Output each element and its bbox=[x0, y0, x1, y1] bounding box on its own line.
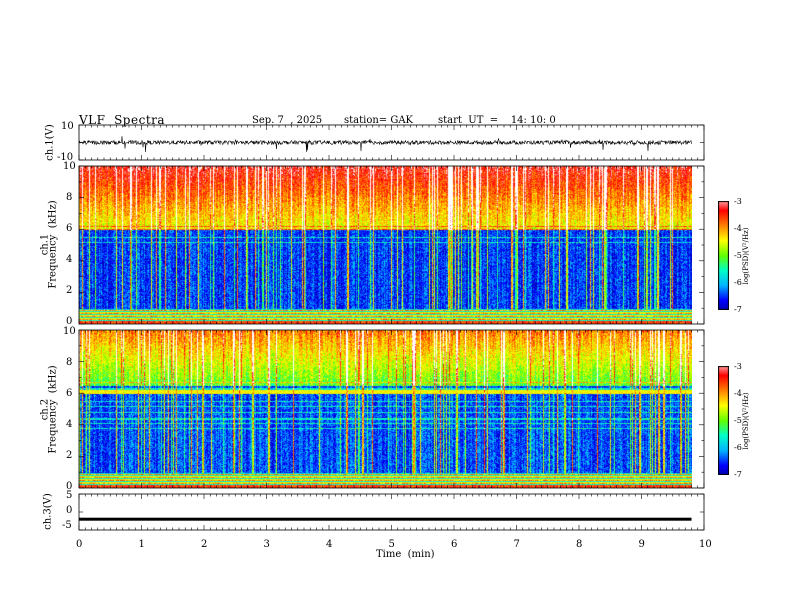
spec2-ytick-label: 6 bbox=[66, 388, 73, 399]
spec1-ytick-label: 8 bbox=[66, 192, 73, 203]
ch1-waveform-trace bbox=[78, 136, 692, 153]
ch3-waveform-trace bbox=[79, 517, 692, 521]
ch2-colorbar bbox=[718, 366, 729, 475]
xtick-label: 4 bbox=[326, 539, 333, 550]
xtick-label: 7 bbox=[513, 539, 520, 550]
axis-ticks bbox=[78, 124, 705, 531]
ch3-ytick-label: 5 bbox=[66, 490, 73, 501]
spec2-ytick-label: 0 bbox=[66, 481, 73, 492]
xtick-label: 8 bbox=[576, 539, 583, 550]
panel-frame bbox=[78, 493, 705, 531]
xtick-label: 9 bbox=[638, 539, 645, 550]
station-label: station= GAK bbox=[344, 115, 414, 126]
xtick-label: 5 bbox=[388, 539, 395, 550]
ch2-spectrogram-image bbox=[79, 330, 692, 488]
panel-frames bbox=[78, 124, 705, 531]
xtick-label: 10 bbox=[699, 539, 712, 550]
cbar2-tick-label: -5 bbox=[734, 416, 742, 425]
xaxis-label: Time (min) bbox=[376, 549, 435, 560]
panel-frame bbox=[78, 329, 705, 489]
spec1-ytick-label: 6 bbox=[66, 223, 73, 234]
spec1-ytick-label: 2 bbox=[66, 285, 73, 296]
cbar2-tick-label: -3 bbox=[734, 362, 742, 371]
spec1-ytick-label: 10 bbox=[63, 161, 76, 172]
cbar2-tick-label: -4 bbox=[734, 389, 742, 398]
xtick-label: 6 bbox=[451, 539, 458, 550]
panel-frame bbox=[78, 165, 705, 325]
xtick-label: 0 bbox=[76, 539, 83, 550]
cbar1-tick-label: -6 bbox=[734, 278, 742, 287]
chart-title: VLF Spectra bbox=[79, 113, 166, 127]
cbar2-tick-label: -6 bbox=[734, 443, 742, 452]
ch3-ytick-label: 0 bbox=[66, 505, 73, 516]
cbar1-tick-label: -3 bbox=[734, 197, 742, 206]
ch1-colorbar bbox=[718, 201, 729, 310]
ch3-waveform-ylabel: ch.3(V) bbox=[42, 493, 54, 530]
ch3-ytick-label: -5 bbox=[62, 520, 72, 531]
cbar1-tick-label: -5 bbox=[734, 251, 742, 260]
spec1-ytick-label: 4 bbox=[66, 254, 73, 265]
ch1-ytick-label: 10 bbox=[61, 121, 74, 132]
ch1-ytick-label: -10 bbox=[57, 152, 74, 163]
cbar2-tick-label: -7 bbox=[734, 470, 742, 479]
spec2-ytick-label: 8 bbox=[66, 357, 73, 368]
ch1-waveform-line bbox=[78, 136, 692, 153]
start-time-label: start UT = 14: 10: 0 bbox=[438, 115, 556, 126]
cbar1-tick-label: -7 bbox=[734, 305, 742, 314]
ch1-waveform-ylabel: ch.1(V) bbox=[44, 124, 56, 161]
ch3-waveform-line bbox=[79, 517, 692, 521]
date-label: Sep. 7 , 2025 bbox=[252, 115, 323, 126]
cbar1-label: log(PSD)(V²/Hz) bbox=[742, 227, 750, 285]
xtick-label: 1 bbox=[138, 539, 145, 550]
xtick-label: 3 bbox=[263, 539, 270, 550]
spec1-ytick-label: 0 bbox=[66, 316, 73, 327]
spec1-ylabel-frequency: Frequency (kHz) bbox=[47, 200, 59, 289]
spec2-ytick-label: 10 bbox=[63, 326, 76, 337]
cbar2-label: log(PSD)(V²/Hz) bbox=[742, 392, 750, 450]
spec2-ytick-label: 4 bbox=[66, 419, 73, 430]
xtick-label: 2 bbox=[201, 539, 208, 550]
cbar1-tick-label: -4 bbox=[734, 224, 742, 233]
spec2-ylabel-frequency: Frequency (kHz) bbox=[47, 365, 59, 454]
spec2-ytick-label: 2 bbox=[66, 450, 73, 461]
ch1-spectrogram-image bbox=[79, 166, 692, 324]
